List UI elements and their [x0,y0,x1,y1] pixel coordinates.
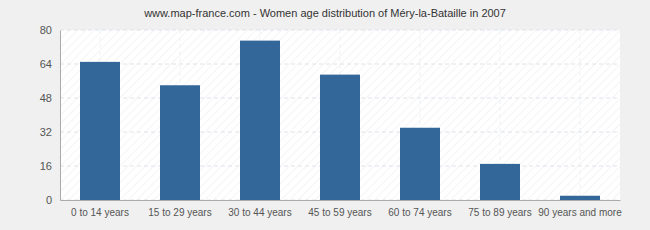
y-tick-label: 64 [40,58,52,70]
x-tick-label: 75 to 89 years [468,207,531,218]
x-tick-label: 60 to 74 years [388,207,451,218]
y-axis-line [60,31,61,201]
bar [80,62,120,200]
bar [160,85,200,200]
chart: www.map-france.com - Women age distribut… [0,0,650,230]
x-tick: 0 to 14 years [71,200,129,218]
bar [320,75,360,200]
bar [560,196,600,200]
y-tick-label: 32 [40,126,52,138]
x-tick: 75 to 89 years [468,200,531,218]
x-tick-label: 30 to 44 years [228,207,291,218]
bars [80,41,600,200]
y-axis: 0 16 32 48 64 80 [40,24,61,206]
x-axis-line [61,200,621,201]
x-tick: 90 years and more [538,200,622,218]
bar [480,164,520,200]
bar [400,128,440,200]
y-tick: 32 [40,126,60,138]
bar [240,41,280,200]
y-tick: 48 [40,92,60,104]
y-tick: 16 [40,160,60,172]
x-tick-label: 45 to 59 years [308,207,371,218]
x-tick: 45 to 59 years [308,200,371,218]
y-tick: 0 [46,194,60,206]
y-tick: 64 [40,58,60,70]
grid-line-vertical [580,30,581,200]
y-tick-label: 48 [40,92,52,104]
x-tick: 15 to 29 years [148,200,211,218]
title: www.map-france.com - Women age distribut… [143,7,506,19]
grid-x [100,30,580,200]
grid [60,30,620,200]
x-tick-label: 15 to 29 years [148,207,211,218]
x-tick-label: 90 years and more [538,207,622,218]
plot-background [60,30,620,200]
y-tick-label: 0 [46,194,52,206]
plot: 0 16 32 48 64 80 0 to 14 years 15 to 29 years 30… [40,24,622,218]
x-tick: 30 to 44 years [228,200,291,218]
y-tick-label: 80 [40,24,52,36]
y-tick: 80 [40,24,60,36]
y-tick-label: 16 [40,160,52,172]
x-axis: 0 to 14 years 15 to 29 years 30 to 44 year… [61,200,623,218]
x-tick-label: 0 to 14 years [71,207,129,218]
x-tick: 60 to 74 years [388,200,451,218]
grid-line [60,64,620,65]
